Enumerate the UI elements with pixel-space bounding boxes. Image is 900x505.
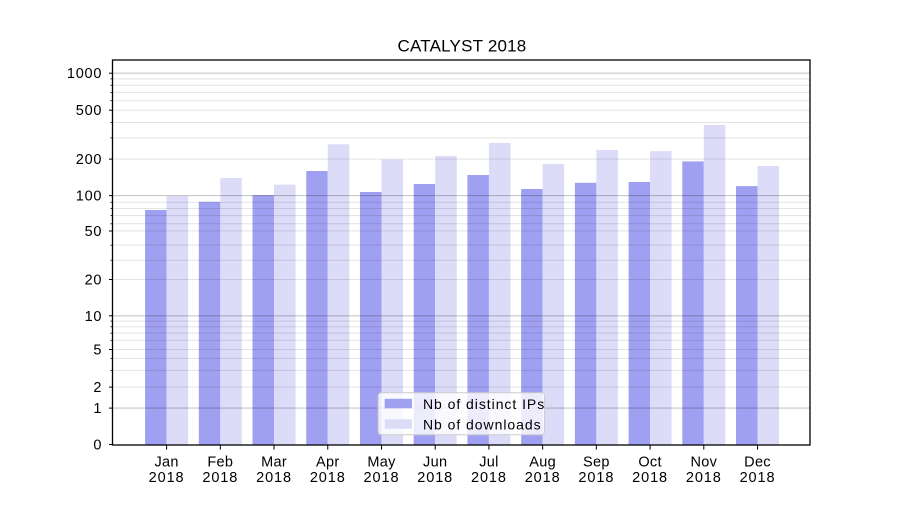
svg-text:Jul: Jul [479, 455, 498, 471]
svg-text:2018: 2018 [632, 470, 668, 486]
svg-text:2018: 2018 [471, 470, 507, 486]
svg-text:Apr: Apr [316, 455, 339, 471]
svg-text:Oct: Oct [638, 455, 661, 471]
svg-text:200: 200 [76, 152, 103, 168]
svg-text:2018: 2018 [417, 470, 453, 486]
svg-text:Dec: Dec [744, 455, 771, 471]
svg-text:2018: 2018 [364, 470, 400, 486]
svg-text:2018: 2018 [256, 470, 292, 486]
svg-text:20: 20 [85, 273, 103, 289]
svg-text:2018: 2018 [740, 470, 776, 486]
svg-text:2018: 2018 [686, 470, 722, 486]
svg-text:1000: 1000 [67, 66, 102, 82]
svg-text:Nov: Nov [690, 455, 717, 471]
svg-text:2018: 2018 [578, 470, 614, 486]
svg-text:Nb of downloads: Nb of downloads [423, 417, 542, 433]
svg-text:Nb of distinct IPs: Nb of distinct IPs [423, 396, 545, 412]
svg-text:2018: 2018 [149, 470, 185, 486]
svg-text:5: 5 [93, 343, 102, 359]
svg-text:10: 10 [85, 309, 103, 325]
svg-text:2018: 2018 [202, 470, 238, 486]
svg-text:1: 1 [93, 401, 102, 417]
svg-text:2: 2 [93, 380, 102, 396]
svg-text:May: May [367, 455, 396, 471]
svg-text:50: 50 [85, 224, 103, 240]
svg-text:Jun: Jun [423, 455, 447, 471]
svg-text:2018: 2018 [310, 470, 346, 486]
svg-text:Jan: Jan [154, 455, 178, 471]
svg-text:Sep: Sep [583, 455, 610, 471]
svg-text:100: 100 [76, 189, 103, 205]
svg-text:CATALYST 2018: CATALYST 2018 [398, 37, 527, 56]
svg-text:2018: 2018 [525, 470, 561, 486]
svg-text:Aug: Aug [529, 455, 556, 471]
svg-text:500: 500 [76, 103, 103, 119]
svg-text:0: 0 [93, 438, 102, 454]
svg-text:Mar: Mar [261, 455, 287, 471]
svg-text:Feb: Feb [207, 455, 233, 471]
